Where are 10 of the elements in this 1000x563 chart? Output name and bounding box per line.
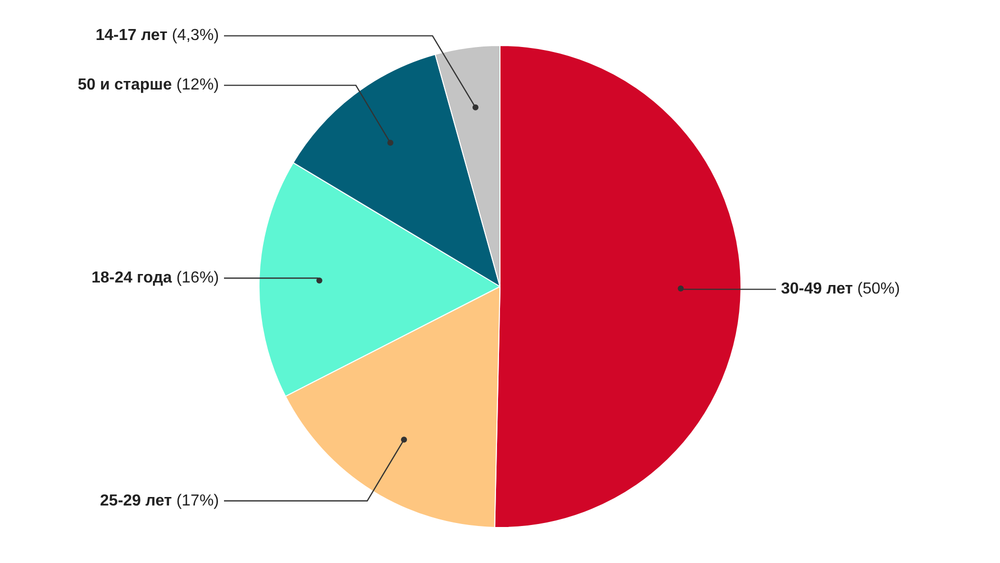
slice-label: 50 и старше [78,76,172,94]
data-label: (12%) [176,76,220,94]
data-label: (16%) [176,270,220,286]
slice-label: 25-29 лет [100,492,172,510]
slice-label: 18-24 года [91,270,172,286]
data-label: (17%) [176,492,220,510]
slice-label: 14-17 лет [96,27,168,44]
slice-label: 30-49 лет [781,280,854,298]
data-label: (4,3%) [172,27,219,44]
data-label: (50%) [857,280,900,298]
